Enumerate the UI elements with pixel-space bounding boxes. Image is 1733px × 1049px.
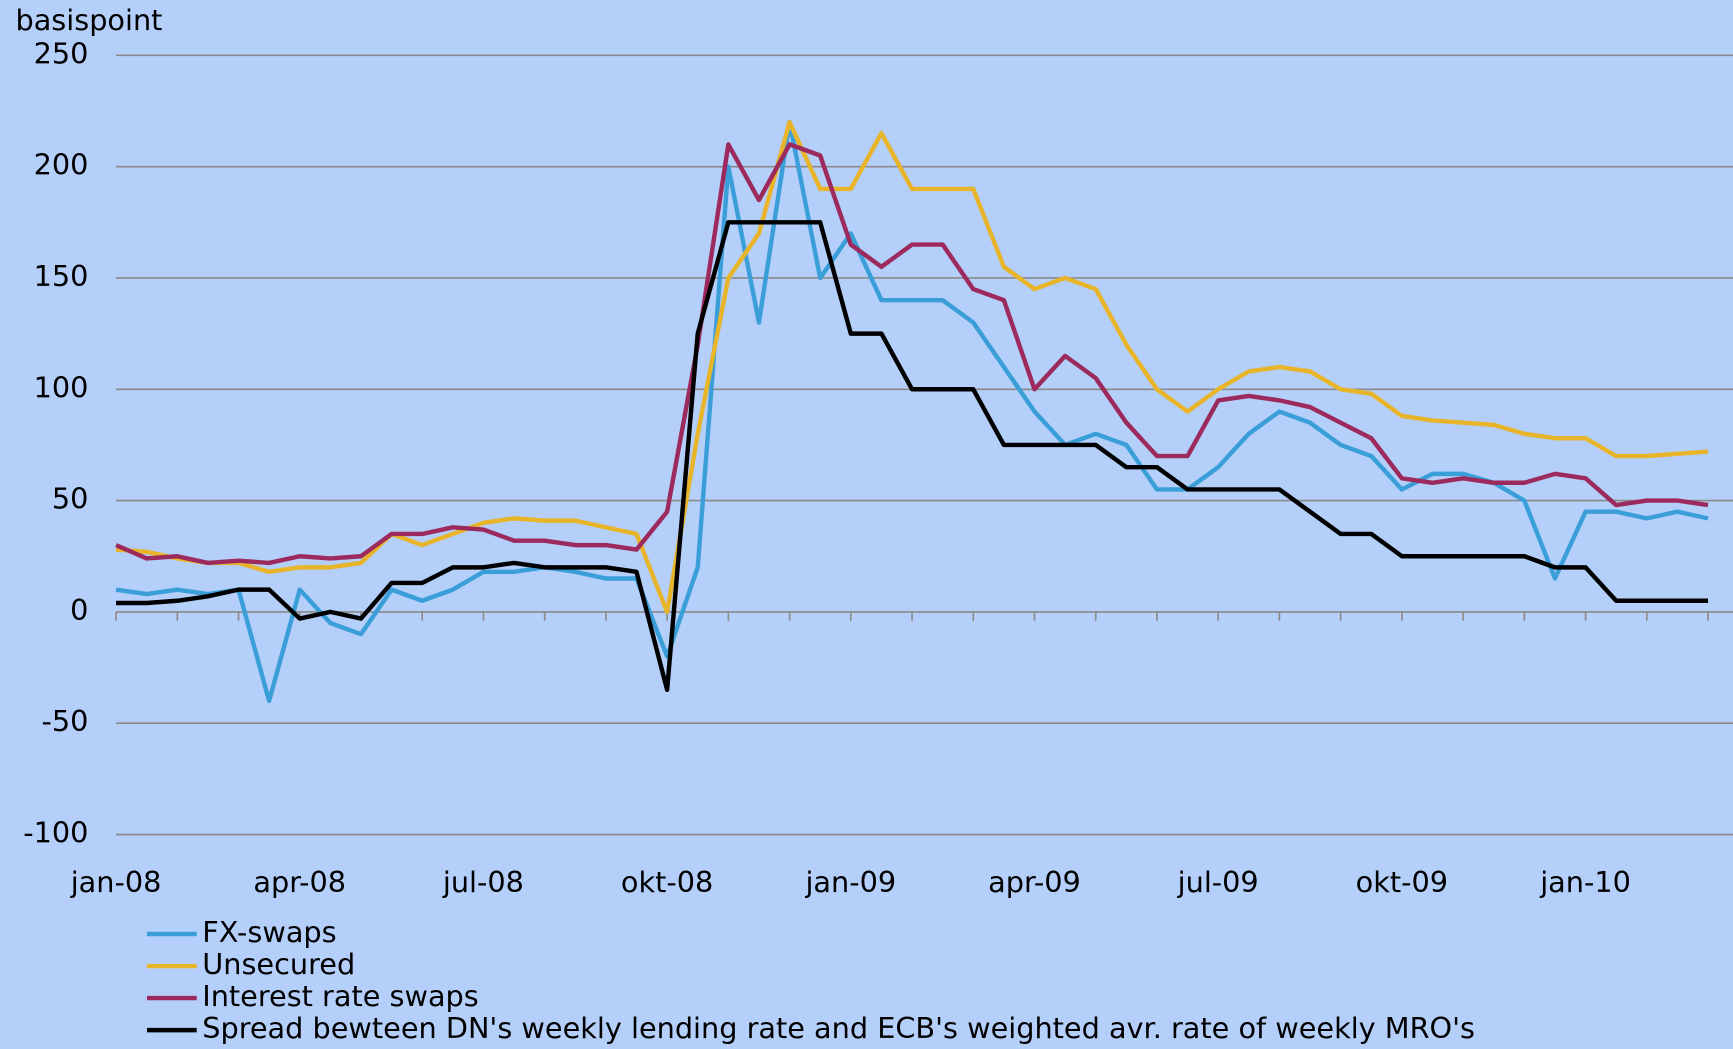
y-tick-label: -100 [23, 816, 88, 850]
series-line [115, 119, 1709, 704]
series-line [116, 220, 1709, 693]
x-tick-label: okt-09 [1356, 865, 1448, 899]
x-tick-label: jan-08 [70, 865, 162, 899]
y-tick-label: 200 [34, 148, 89, 182]
x-tick-label: apr-09 [988, 865, 1081, 899]
legend-label: Interest rate swaps [202, 979, 479, 1013]
y-tick-label: 150 [34, 259, 89, 293]
legend-label: Spread bewteen DN's weekly lending rate … [202, 1011, 1475, 1045]
y-tick-label: 0 [70, 593, 88, 627]
x-tick-label: jul-09 [1177, 865, 1259, 899]
y-tick-label: 250 [34, 36, 89, 70]
x-tick-label: apr-08 [253, 865, 346, 899]
legend-label: Unsecured [202, 947, 355, 981]
y-tick-label: 100 [34, 370, 89, 404]
x-tick-label: jan-10 [1539, 865, 1631, 899]
y-tick-label: -50 [41, 704, 88, 738]
x-tick-label: jan-09 [804, 865, 896, 899]
legend-label: FX-swaps [202, 915, 336, 949]
x-tick-label: okt-08 [621, 865, 713, 899]
y-axis-label: basispoint [15, 3, 162, 37]
y-tick-label: 50 [52, 482, 89, 516]
series-line [115, 142, 1709, 566]
x-tick-label: jul-08 [442, 865, 524, 899]
